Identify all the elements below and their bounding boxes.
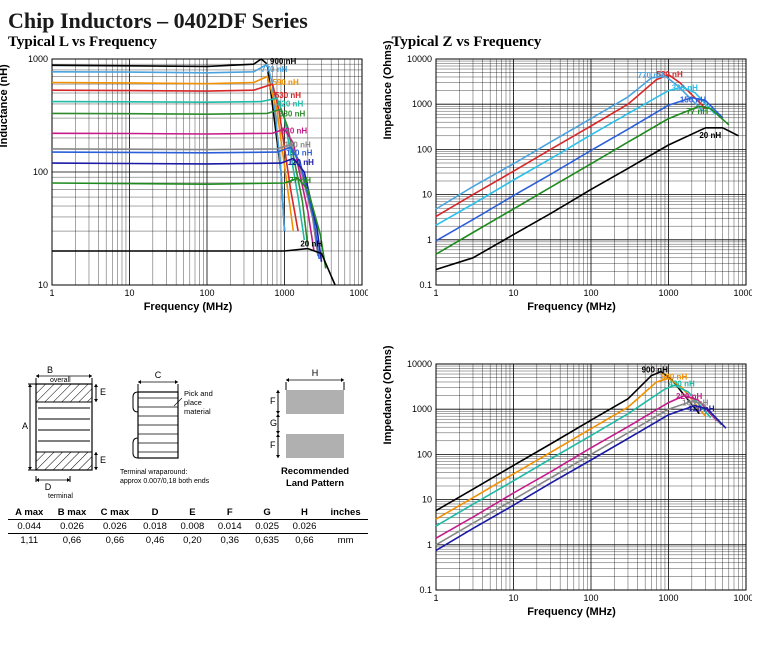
- svg-text:G: G: [270, 418, 277, 428]
- svg-text:77 nH: 77 nH: [686, 107, 708, 116]
- panel-dimensions: BoverallAEEDterminalCPick andplacemateri…: [8, 358, 384, 659]
- svg-text:0.1: 0.1: [419, 280, 432, 290]
- table-row: 1,11 0,66 0,66 0,46 0,20 0,36 0,635 0,66…: [8, 533, 368, 547]
- svg-text:10: 10: [508, 288, 518, 298]
- svg-text:0.1: 0.1: [419, 585, 432, 595]
- svg-text:F: F: [270, 440, 276, 450]
- svg-text:E: E: [100, 455, 106, 465]
- svg-text:420 nH: 420 nH: [668, 379, 694, 388]
- svg-text:10000: 10000: [733, 593, 752, 603]
- dimensions-table: A max B max C max D E F G H inches 0.044…: [8, 506, 368, 547]
- svg-text:100: 100: [33, 167, 48, 177]
- svg-text:place: place: [184, 398, 202, 407]
- svg-text:Recommended: Recommended: [281, 466, 349, 477]
- svg-text:10: 10: [38, 280, 48, 290]
- svg-text:100: 100: [199, 288, 214, 298]
- chart-l-ylabel: Inductance (nH): [0, 64, 10, 147]
- svg-text:10000: 10000: [349, 288, 368, 298]
- svg-text:220 nH: 220 nH: [281, 126, 307, 135]
- svg-text:10: 10: [421, 190, 431, 200]
- panel-z2: 1101001000100000.1110100100010000900 nH5…: [392, 358, 768, 659]
- chart-z1-ylabel: Impedance (Ohms): [382, 40, 394, 139]
- chart-z1: 1101001000100000.1110100100010000530 nH7…: [392, 53, 752, 313]
- col-b: B max: [51, 506, 94, 520]
- chart-l: 110100100010000101001000900 nH770 nH590 …: [8, 53, 368, 313]
- svg-text:1000: 1000: [28, 54, 48, 64]
- svg-text:Land Pattern: Land Pattern: [286, 478, 344, 489]
- svg-text:10: 10: [124, 288, 134, 298]
- svg-text:150 nH: 150 nH: [286, 148, 312, 157]
- svg-text:770 nH: 770 nH: [261, 65, 287, 74]
- svg-text:E: E: [100, 387, 106, 397]
- chart-z2: 1101001000100000.1110100100010000900 nH5…: [392, 358, 752, 618]
- col-g: G: [248, 506, 285, 520]
- svg-text:770 nH: 770 nH: [637, 71, 663, 80]
- svg-text:10000: 10000: [733, 288, 752, 298]
- svg-text:10: 10: [421, 494, 431, 504]
- svg-text:1: 1: [49, 288, 54, 298]
- chart-z2-ylabel: Impedance (Ohms): [382, 345, 394, 444]
- svg-text:120 nH: 120 nH: [288, 158, 314, 167]
- chart-z2-xlabel: Frequency (MHz): [527, 606, 616, 618]
- svg-text:Pick and: Pick and: [184, 389, 213, 398]
- svg-text:10000: 10000: [406, 54, 431, 64]
- panel-z1: Typical Z vs Frequency 1 10 100 1000 10000 0.…: [392, 34, 768, 354]
- page-title: Chip Inductors – 0402DF Series: [8, 8, 767, 34]
- svg-text:10: 10: [508, 593, 518, 603]
- svg-text:1000: 1000: [411, 404, 431, 414]
- col-c: C max: [93, 506, 136, 520]
- svg-text:100: 100: [416, 449, 431, 459]
- svg-text:D: D: [45, 482, 52, 492]
- svg-text:330 nH: 330 nH: [279, 109, 305, 118]
- svg-text:H: H: [312, 368, 319, 378]
- svg-text:590 nH: 590 nH: [272, 78, 298, 87]
- col-a: A max: [8, 506, 51, 520]
- svg-text:Terminal wraparound:: Terminal wraparound:: [120, 469, 187, 476]
- chart-z-title: Typical Z vs Frequency: [392, 34, 768, 51]
- svg-text:77 nH: 77 nH: [289, 176, 311, 185]
- svg-text:1: 1: [433, 288, 438, 298]
- svg-text:terminal: terminal: [48, 493, 73, 500]
- svg-text:A: A: [22, 421, 28, 431]
- table-row: 0.044 0.026 0.026 0.018 0.008 0.014 0.02…: [8, 519, 368, 533]
- svg-text:150 nH: 150 nH: [679, 95, 705, 104]
- col-f: F: [211, 506, 248, 520]
- svg-text:1: 1: [433, 593, 438, 603]
- svg-text:20 nH: 20 nH: [300, 239, 322, 248]
- svg-text:100: 100: [583, 593, 598, 603]
- svg-text:B: B: [47, 365, 53, 375]
- table-header-row: A max B max C max D E F G H inches: [8, 506, 368, 520]
- svg-text:1000: 1000: [658, 288, 678, 298]
- svg-text:1000: 1000: [658, 593, 678, 603]
- chart-z1-xlabel: Frequency (MHz): [527, 301, 616, 313]
- chart-l-xlabel: Frequency (MHz): [144, 301, 233, 313]
- col-d: D: [136, 506, 173, 520]
- svg-text:F: F: [270, 396, 276, 406]
- svg-text:1: 1: [426, 539, 431, 549]
- svg-text:1: 1: [426, 235, 431, 245]
- svg-text:330 nH: 330 nH: [671, 84, 697, 93]
- dimensions-diagram: Boverall A E E Dterminal C Pick andplacemateri…: [8, 362, 368, 502]
- col-e: E: [174, 506, 211, 520]
- svg-text:420 nH: 420 nH: [277, 99, 303, 108]
- svg-text:10000: 10000: [406, 359, 431, 369]
- svg-text:20 nH: 20 nH: [699, 131, 721, 140]
- panel-l-vs-freq: Typical L vs Frequency 11010010001000010…: [8, 34, 384, 354]
- svg-text:material: material: [184, 407, 211, 416]
- svg-text:1000: 1000: [411, 99, 431, 109]
- chart-l-title: Typical L vs Frequency: [8, 34, 384, 51]
- svg-text:C: C: [155, 370, 162, 380]
- svg-text:overall: overall: [50, 377, 71, 384]
- svg-text:100: 100: [416, 144, 431, 154]
- svg-text:1000: 1000: [274, 288, 294, 298]
- col-u0: inches: [323, 506, 368, 520]
- col-h: H: [286, 506, 323, 520]
- svg-text:120 nH: 120 nH: [688, 404, 714, 413]
- svg-text:approx 0.007/0,18 both ends: approx 0.007/0,18 both ends: [120, 478, 210, 485]
- svg-text:100: 100: [583, 288, 598, 298]
- col-u1: mm: [323, 533, 368, 547]
